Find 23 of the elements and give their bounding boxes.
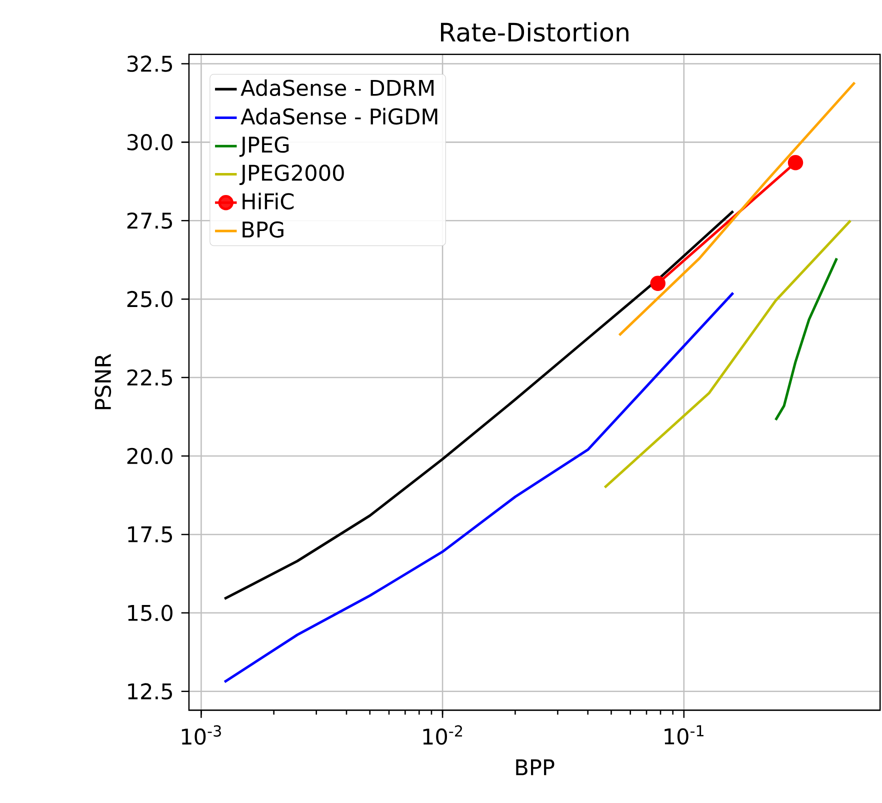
legend-label: HiFiC <box>242 192 294 210</box>
x-tick-label: 10$^{-1}$ <box>664 725 704 745</box>
y-tick-label: 15.0 <box>128 604 172 622</box>
y-tick-label: 17.5 <box>128 526 172 543</box>
y-tick-label: 12.5 <box>128 683 172 700</box>
line-series <box>223 210 734 600</box>
x-tick-label: 10$^{-2}$ <box>423 725 462 745</box>
legend-label: BPG <box>242 222 284 238</box>
x-tick-label: 10$^{-3}$ <box>182 725 221 745</box>
line-series <box>223 292 734 684</box>
legend-label: JPEG2000 <box>239 164 344 186</box>
y-axis-title: PSNR <box>94 354 112 410</box>
x-axis-title: BPP <box>516 760 554 776</box>
chart-title: Rate-Distortion <box>441 22 628 42</box>
y-tick-label: 30.0 <box>127 134 172 151</box>
legend-label: AdaSense - PiGDM <box>240 108 438 125</box>
y-tick-label: 20.0 <box>127 448 172 464</box>
y-tick-label: 22.5 <box>127 370 172 386</box>
y-tick-label: 27.5 <box>127 212 172 229</box>
y-tick-label: 32.5 <box>127 56 172 72</box>
legend-label: JPEG <box>239 136 289 157</box>
y-tick-label: 25.0 <box>127 291 172 308</box>
legend-label: AdaSense - DDRM <box>240 80 434 96</box>
